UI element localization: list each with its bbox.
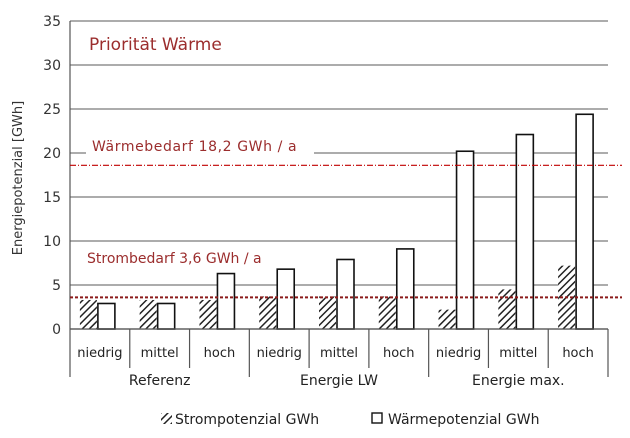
x-tick-label: mittel	[141, 346, 179, 361]
bar-strompotenzial	[319, 296, 336, 329]
x-tick-label: hoch	[562, 346, 594, 361]
x-axis: niedrig mittel hoch niedrig mittel hoch niedri…	[69, 328, 609, 389]
bar-waermepotenzial	[156, 302, 176, 330]
y-tick-label: 5	[52, 278, 61, 294]
x-tick-label: hoch	[204, 346, 236, 361]
y-tick-label: 0	[52, 322, 61, 338]
x-group-label: Energie max.	[472, 373, 565, 389]
x-tick-label: niedrig	[257, 346, 302, 361]
legend-label-waermepotenzial: Wärmepotenzial GWh	[388, 412, 539, 428]
x-group-label: Energie LW	[300, 373, 378, 389]
x-tick-label: mittel	[499, 346, 537, 361]
bar-strompotenzial	[378, 296, 396, 329]
legend-swatch-strompotenzial	[161, 413, 172, 424]
y-tick-label: 25	[43, 102, 61, 118]
bar-waermepotenzial	[216, 272, 236, 330]
y-tick-label: 20	[43, 146, 61, 162]
x-group-label: Referenz	[129, 373, 191, 389]
bar-strompotenzial	[498, 289, 516, 329]
legend: Strompotenzial GWh Wärmepotenzial GWh	[161, 412, 539, 428]
reference-label-strombedarf: Strombedarf 3,6 GWh / a	[87, 251, 262, 267]
bar-strompotenzial	[438, 309, 456, 329]
bar-waermepotenzial	[455, 150, 475, 330]
reference-label-background	[82, 248, 270, 268]
bar-strompotenzial	[139, 299, 157, 329]
bar-waermepotenzial	[336, 258, 355, 330]
x-tick-label: niedrig	[436, 346, 481, 361]
bar-strompotenzial	[79, 299, 97, 329]
legend-swatch-waermepotenzial	[371, 412, 383, 424]
bar-strompotenzial	[199, 299, 217, 329]
reference-lines: Wärmebedarf 18,2 GWh / a Strombedarf 3,6 …	[70, 136, 622, 299]
bar-strompotenzial	[259, 296, 277, 329]
y-tick-label: 15	[43, 190, 61, 206]
reference-label-background	[86, 136, 314, 156]
legend-label-strompotenzial: Strompotenzial GWh	[175, 412, 319, 428]
y-axis-label: Energiepotenzial [GWh]	[11, 101, 26, 255]
x-tick-label: hoch	[383, 346, 415, 361]
bar-waermepotenzial	[395, 248, 415, 330]
y-tick-label: 30	[43, 58, 61, 74]
bar-waermepotenzial	[515, 133, 535, 330]
reference-label-waermebedarf: Wärmebedarf 18,2 GWh / a	[92, 139, 297, 155]
x-tick-label: niedrig	[77, 346, 122, 361]
y-tick-label: 10	[43, 234, 61, 250]
chart-title: Priorität Wärme	[89, 35, 222, 55]
x-tick-label: mittel	[320, 346, 358, 361]
y-tick-labels: 0 5 10 15 20 25 30 35	[43, 14, 61, 338]
bar-waermepotenzial	[97, 302, 116, 330]
y-tick-label: 35	[43, 14, 61, 30]
bar-waermepotenzial	[276, 268, 296, 330]
